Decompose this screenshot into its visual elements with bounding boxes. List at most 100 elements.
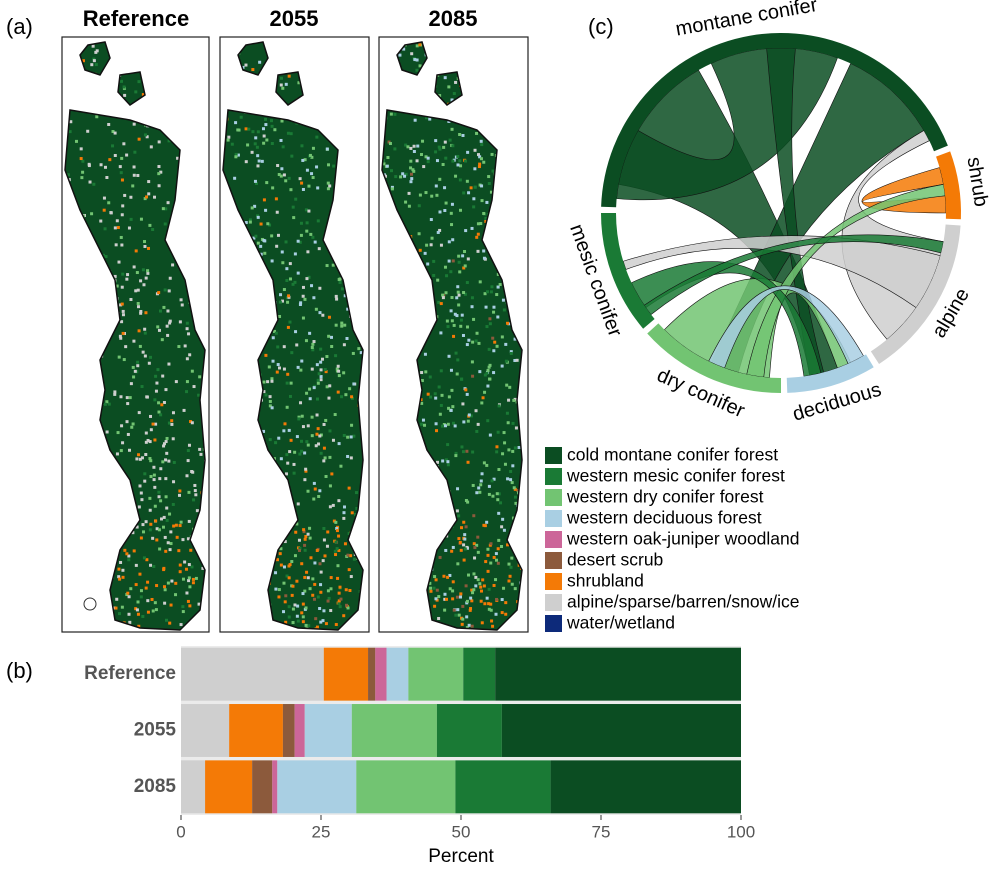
map-cell: [90, 611, 94, 615]
map-cell: [475, 235, 479, 239]
map-cell: [484, 560, 488, 564]
map-cell: [508, 245, 512, 249]
map-cell: [325, 103, 329, 107]
map-cell: [443, 186, 447, 190]
map-cell: [308, 536, 312, 540]
map-cell: [490, 67, 494, 71]
map-cell: [154, 374, 158, 378]
map-cell: [259, 244, 263, 248]
map-cell: [460, 377, 464, 381]
map-cell: [227, 484, 231, 488]
map-cell: [129, 382, 133, 386]
map-cell: [237, 128, 241, 132]
map-cell: [444, 458, 448, 462]
map-cell: [511, 543, 515, 547]
map-cell: [382, 584, 385, 588]
map-cell: [305, 229, 309, 233]
chord-arc: [647, 323, 781, 393]
map-cell: [155, 381, 159, 385]
map-cell: [274, 197, 278, 201]
map-cell: [482, 584, 486, 588]
x-tick-label: 0: [176, 822, 185, 841]
map-cell: [517, 445, 521, 449]
map-cell: [157, 528, 161, 532]
map-cell: [109, 211, 113, 215]
map-cell: [146, 105, 150, 109]
map-cell: [435, 429, 439, 433]
map-cell: [464, 388, 468, 392]
map-cell: [189, 123, 193, 127]
map-cell: [405, 622, 409, 626]
map-cell: [170, 71, 174, 75]
map-cell: [516, 488, 520, 492]
map-cell: [363, 312, 366, 315]
map-cell: [144, 431, 148, 435]
map-cell: [482, 160, 486, 164]
map-cell: [471, 94, 475, 98]
map-cell: [451, 259, 455, 263]
map-cell: [259, 252, 263, 256]
map-cell: [412, 144, 416, 148]
x-tick-label: 100: [727, 822, 755, 841]
map-cell: [420, 401, 424, 405]
map-cell: [75, 330, 79, 334]
map-cell: [293, 45, 297, 49]
map-cell: [204, 260, 205, 264]
map-cell: [100, 538, 104, 542]
map-cell: [387, 625, 391, 629]
map-cell: [241, 65, 245, 69]
map-cell: [154, 422, 158, 426]
map-cell: [225, 610, 229, 614]
map-cell: [319, 451, 323, 455]
map-cell: [334, 354, 338, 358]
map-cell: [505, 383, 509, 387]
map-cell: [310, 367, 314, 371]
map-cell: [142, 530, 146, 534]
map-cell: [317, 494, 321, 498]
map-cell: [416, 558, 420, 562]
map-cell: [406, 311, 410, 315]
map-cell: [171, 411, 175, 415]
map-cell: [143, 354, 147, 358]
map-cell: [224, 592, 228, 596]
map-cell: [86, 475, 90, 479]
map-cell: [490, 285, 494, 289]
map-cell: [429, 243, 433, 247]
map-cell: [172, 460, 176, 464]
map-cell: [104, 255, 108, 259]
map-cell: [420, 371, 424, 375]
map-cell: [275, 210, 279, 214]
map-cell: [181, 610, 185, 614]
map-cell: [404, 257, 408, 261]
map-cell: [403, 105, 407, 109]
map-cell: [90, 618, 94, 622]
map-cell: [301, 285, 305, 289]
map-cell: [393, 354, 397, 358]
map-cell: [121, 272, 125, 276]
map-cell: [234, 413, 238, 417]
map-cell: [471, 374, 475, 378]
map-cell: [136, 301, 140, 305]
map-cell: [465, 392, 469, 396]
map-cell: [465, 626, 469, 630]
map-cell: [318, 606, 322, 610]
map-cell: [223, 278, 227, 282]
map-cell: [178, 140, 182, 144]
map-cell: [152, 473, 156, 477]
map-cell: [488, 363, 492, 367]
map-cell: [95, 608, 99, 612]
bar-segment: [495, 647, 741, 701]
map-cell: [501, 627, 505, 630]
map-cell: [123, 48, 127, 52]
map-cell: [476, 76, 480, 80]
map-cell: [141, 350, 145, 354]
map-cell: [462, 119, 466, 123]
map-cell: [451, 545, 455, 549]
map-cell: [316, 219, 320, 223]
map-cell: [439, 243, 443, 247]
map-cell: [224, 605, 228, 609]
map-cell: [301, 294, 305, 298]
map-cell: [403, 387, 407, 391]
map-cell: [356, 110, 360, 114]
map-cell: [138, 344, 142, 348]
